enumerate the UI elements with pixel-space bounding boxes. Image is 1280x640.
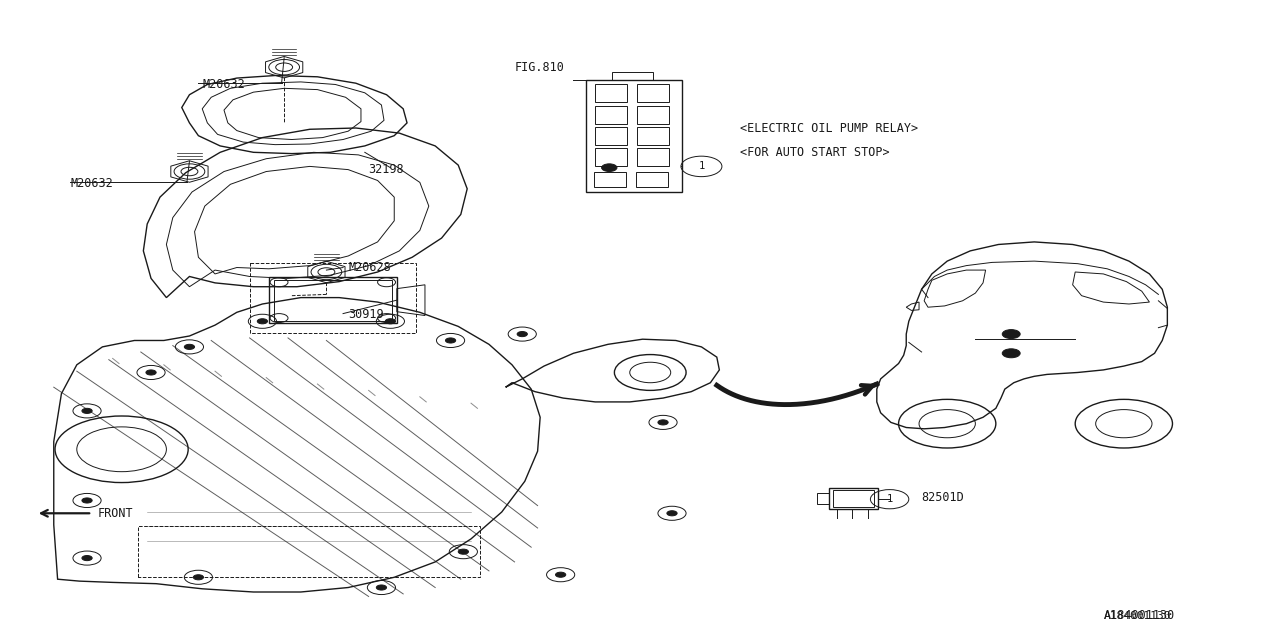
Circle shape bbox=[82, 498, 92, 503]
Bar bbox=[594, 172, 626, 187]
Circle shape bbox=[667, 511, 677, 516]
Circle shape bbox=[257, 319, 268, 324]
Text: 82501D: 82501D bbox=[922, 492, 964, 504]
Bar bbox=[612, 72, 653, 80]
Text: 30919: 30919 bbox=[348, 308, 384, 321]
Text: 1: 1 bbox=[699, 161, 704, 172]
Bar bbox=[586, 80, 682, 192]
Text: FIG.810: FIG.810 bbox=[515, 61, 564, 74]
Circle shape bbox=[146, 370, 156, 375]
Circle shape bbox=[556, 572, 566, 577]
Text: 32198: 32198 bbox=[369, 163, 404, 176]
Circle shape bbox=[602, 164, 617, 172]
Bar bbox=[595, 84, 627, 102]
Bar bbox=[595, 106, 627, 124]
Circle shape bbox=[517, 332, 527, 337]
Text: M20632: M20632 bbox=[70, 177, 113, 189]
Bar bbox=[637, 127, 669, 145]
Text: M20632: M20632 bbox=[202, 78, 244, 91]
Bar bbox=[637, 84, 669, 102]
Bar bbox=[269, 277, 397, 323]
Bar bbox=[817, 493, 829, 504]
Bar bbox=[595, 127, 627, 145]
Text: <FOR AUTO START STOP>: <FOR AUTO START STOP> bbox=[740, 146, 890, 159]
Circle shape bbox=[458, 549, 468, 554]
Circle shape bbox=[82, 556, 92, 561]
Circle shape bbox=[445, 338, 456, 343]
Circle shape bbox=[1002, 330, 1020, 339]
Text: A184001130: A184001130 bbox=[1103, 609, 1175, 622]
Circle shape bbox=[82, 408, 92, 413]
Text: A184001130: A184001130 bbox=[1103, 611, 1171, 621]
Circle shape bbox=[658, 420, 668, 425]
Bar bbox=[274, 280, 392, 321]
Bar bbox=[595, 148, 627, 166]
Bar bbox=[636, 172, 668, 187]
Circle shape bbox=[184, 344, 195, 349]
Text: M20628: M20628 bbox=[348, 261, 390, 274]
Text: FRONT: FRONT bbox=[97, 507, 133, 520]
Circle shape bbox=[385, 319, 396, 324]
Bar bbox=[829, 488, 878, 509]
Circle shape bbox=[1002, 349, 1020, 358]
Bar bbox=[637, 106, 669, 124]
Text: <ELECTRIC OIL PUMP RELAY>: <ELECTRIC OIL PUMP RELAY> bbox=[740, 122, 918, 134]
Text: 1: 1 bbox=[887, 494, 892, 504]
Circle shape bbox=[376, 585, 387, 590]
Bar bbox=[833, 490, 874, 507]
Bar bbox=[637, 148, 669, 166]
Circle shape bbox=[193, 575, 204, 580]
